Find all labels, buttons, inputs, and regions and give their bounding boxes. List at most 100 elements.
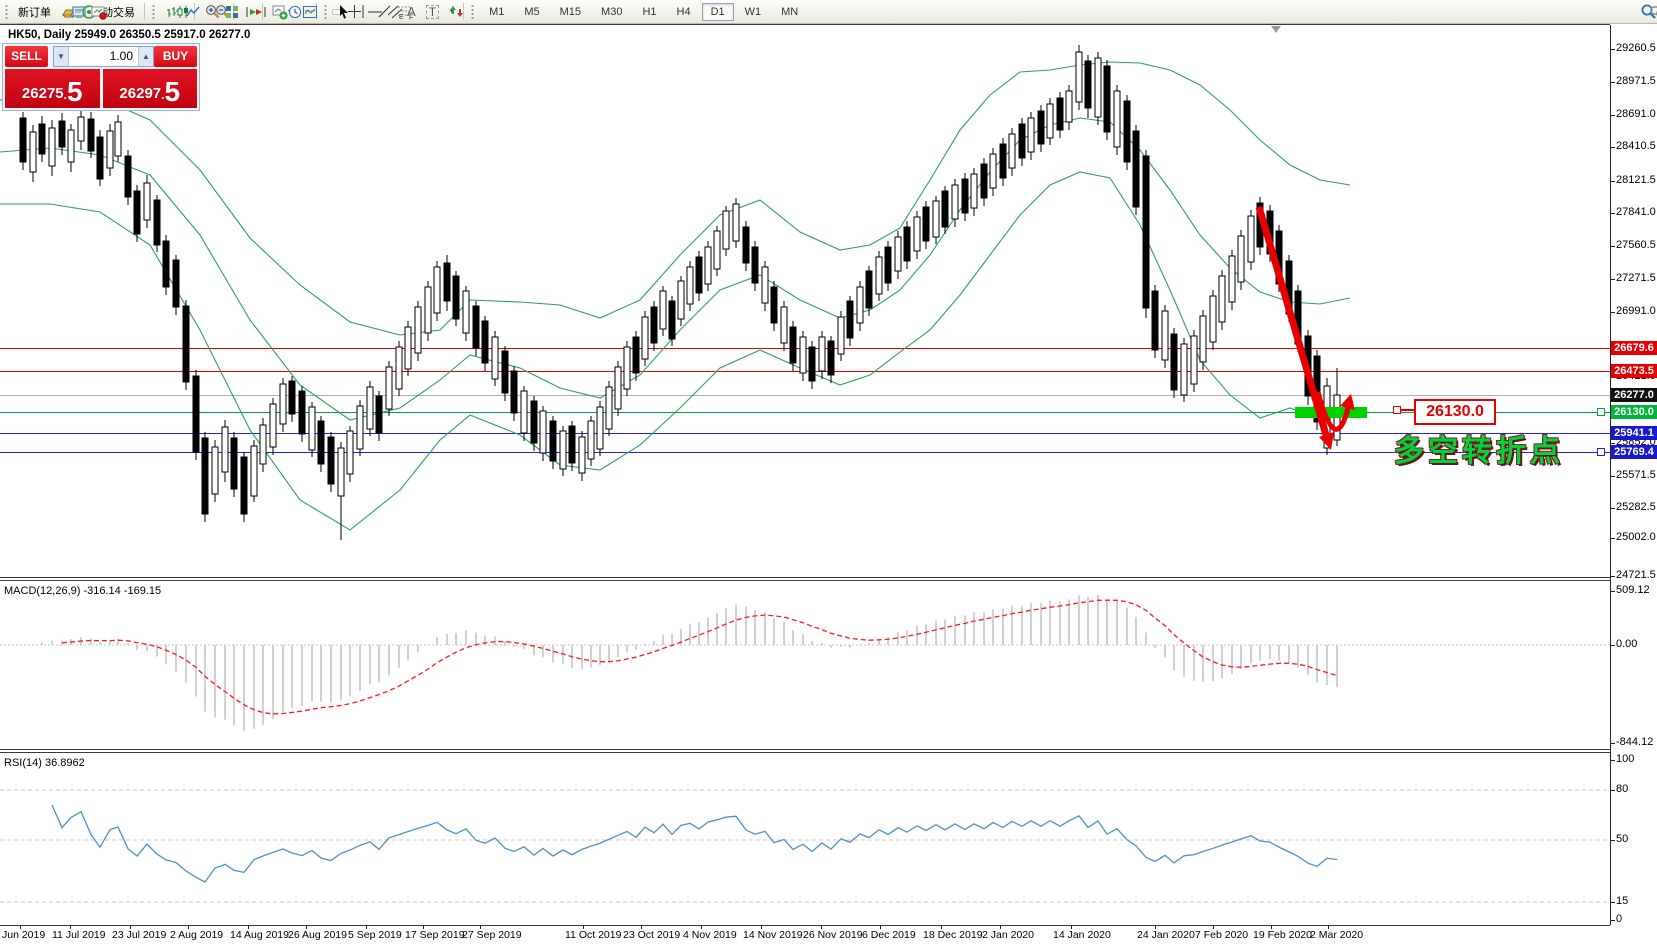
terminal-icon[interactable]: [66, 6, 86, 18]
rsi-axis-tick: [1610, 760, 1615, 761]
toolbar-grip[interactable]: [5, 3, 10, 20]
rsi-axis-tick: [1610, 840, 1615, 841]
timeframe-w1[interactable]: W1: [744, 5, 762, 18]
price-axis-tick: [1610, 538, 1615, 539]
turning-point-annotation[interactable]: 多空转折点: [1394, 434, 1564, 469]
price-badge: 26130.0: [1611, 405, 1657, 419]
svg-text:E: E: [399, 14, 404, 20]
blue-line-handle[interactable]: [1597, 448, 1605, 456]
one-click-trading-panel: SELL ▼ 1.00 ▲ BUY 26275 . 5 26297 . 5: [2, 43, 200, 111]
volume-increase-button[interactable]: ▲: [139, 47, 153, 66]
vertical-line-tool[interactable]: [352, 5, 364, 18]
search-button[interactable]: [1635, 4, 1656, 19]
arrow-objects-tool[interactable]: ▾: [444, 4, 464, 19]
add-indicator-button[interactable]: ▾: [267, 4, 288, 19]
price-callout-box[interactable]: 26130.0: [1414, 399, 1496, 425]
timeframe-mn[interactable]: MN: [781, 5, 799, 18]
rsi-axis-tick: [1610, 902, 1615, 903]
date-axis-tick: [1155, 925, 1156, 929]
price-line: [0, 452, 1610, 453]
date-label: 26 Aug 2019: [288, 929, 347, 941]
rsi-axis-tick: [1610, 790, 1615, 791]
rsi-separator[interactable]: [0, 749, 1610, 750]
zoom-in-icon[interactable]: [199, 5, 220, 19]
candlestick-icon[interactable]: [170, 5, 188, 18]
chart-autoscroll-icon[interactable]: [248, 6, 266, 17]
cursor-icon: [340, 5, 349, 19]
date-label: 18 Dec 2019: [923, 929, 983, 941]
svg-text:F: F: [409, 14, 413, 20]
macd-indicator-label: MACD(12,26,9) -316.14 -169.15: [4, 585, 162, 597]
price-axis-label: 25282.5: [1616, 501, 1656, 513]
price-axis-tick: [1610, 115, 1615, 116]
autotrade-button[interactable]: 自动交易: [86, 1, 140, 23]
volume-decrease-button[interactable]: ▼: [54, 47, 68, 66]
date-axis-tick: [1000, 925, 1001, 929]
fibonacci-icon: F: [398, 6, 413, 20]
fibonacci-tool[interactable]: F: [392, 6, 413, 20]
date-axis-tick: [1271, 925, 1272, 929]
macd-axis-tick: [1610, 591, 1615, 592]
timeframe-h1[interactable]: H1: [642, 5, 657, 18]
date-axis-tick: [821, 925, 822, 929]
timeframe-d1[interactable]: D1: [701, 2, 734, 21]
sell-price-pip: 5: [66, 76, 83, 107]
date-axis-tick: [248, 925, 249, 929]
macd-separator-2: [0, 580, 1610, 581]
buy-quote[interactable]: 26297 . 5: [102, 69, 197, 108]
date-axis-tick: [70, 925, 71, 929]
trendline-tool[interactable]: [372, 5, 391, 18]
timeframe-m30[interactable]: M30: [601, 5, 623, 18]
candlestick-chart[interactable]: [0, 25, 1610, 578]
text-tool[interactable]: A: [402, 3, 421, 21]
price-axis-tick: [1610, 508, 1615, 509]
price-line: [0, 395, 1610, 396]
date-label: 4 Nov 2019: [683, 929, 737, 941]
date-axis-tick: [306, 925, 307, 929]
chart-ohlc-values: 25949.0 26350.5 25917.0 26277.0: [74, 29, 251, 41]
crosshair-tool[interactable]: [342, 5, 362, 18]
rsi-axis-tick: [1610, 920, 1615, 921]
macd-pane[interactable]: [0, 581, 1610, 748]
equidistant-channel-tool[interactable]: E: [382, 5, 404, 20]
timeframe-bar: M1 M5 M15 M30 H1 H4 D1 W1 MN: [479, 2, 808, 21]
timeframe-m5[interactable]: M5: [524, 5, 540, 18]
text-label-tool[interactable]: T: [421, 2, 444, 22]
sell-button[interactable]: SELL: [5, 46, 48, 67]
red-trend-arrow[interactable]: [1255, 206, 1355, 450]
new-order-button[interactable]: 新订单: [13, 1, 56, 23]
gold-bar-icon[interactable]: [56, 9, 75, 17]
macd-axis-tick: [1610, 743, 1615, 744]
timeframe-h4[interactable]: H4: [676, 5, 691, 18]
date-axis-tick: [366, 925, 367, 929]
volume-value[interactable]: 1.00: [68, 47, 139, 66]
period-clock-button[interactable]: ▾: [282, 4, 302, 19]
buy-button[interactable]: BUY: [154, 46, 197, 67]
date-label: 24 Jan 2020: [1137, 929, 1195, 941]
timeframe-m1[interactable]: M1: [489, 5, 505, 18]
crosshair-icon: [348, 5, 362, 18]
date-label: 19 Feb 2020: [1253, 929, 1312, 941]
price-axis-label: 27560.5: [1616, 239, 1656, 251]
chart-shift-marker[interactable]: [1271, 26, 1281, 33]
macd-separator[interactable]: [0, 577, 1610, 578]
horizontal-line-tool[interactable]: [362, 9, 383, 15]
rsi-axis-label: 15: [1616, 895, 1629, 907]
chart-shift-icon[interactable]: [238, 6, 256, 17]
date-label: 27 Sep 2019: [462, 929, 522, 941]
sell-quote[interactable]: 26275 . 5: [5, 69, 100, 108]
green-line-handle[interactable]: [1597, 408, 1605, 416]
date-axis-tick: [761, 925, 762, 929]
green-highlight-bar[interactable]: [1295, 407, 1367, 418]
tile-windows-icon[interactable]: [219, 5, 238, 18]
rsi-pane[interactable]: [0, 753, 1610, 924]
line-chart-icon[interactable]: [180, 6, 200, 16]
timeframe-m15[interactable]: M15: [559, 5, 582, 18]
cursor-tool[interactable]: [332, 5, 349, 19]
date-axis-tick: [583, 925, 584, 929]
template-button[interactable]: ▾: [297, 4, 318, 19]
rsi-axis-label: 100: [1616, 753, 1635, 765]
price-axis-label: 28971.5: [1616, 75, 1656, 87]
price-axis-label: 29260.5: [1616, 42, 1656, 54]
bar-chart-icon[interactable]: [160, 6, 180, 17]
